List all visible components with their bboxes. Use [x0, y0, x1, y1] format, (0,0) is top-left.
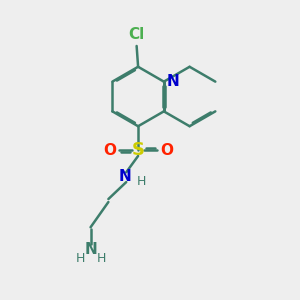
Text: N: N [166, 74, 179, 89]
Text: Cl: Cl [128, 26, 145, 41]
Text: H: H [96, 252, 106, 265]
Text: H: H [136, 175, 146, 188]
Text: N: N [84, 242, 97, 257]
Text: O: O [103, 142, 116, 158]
Text: N: N [118, 169, 131, 184]
Text: H: H [76, 252, 85, 265]
Text: S: S [132, 141, 145, 159]
Text: O: O [160, 142, 173, 158]
